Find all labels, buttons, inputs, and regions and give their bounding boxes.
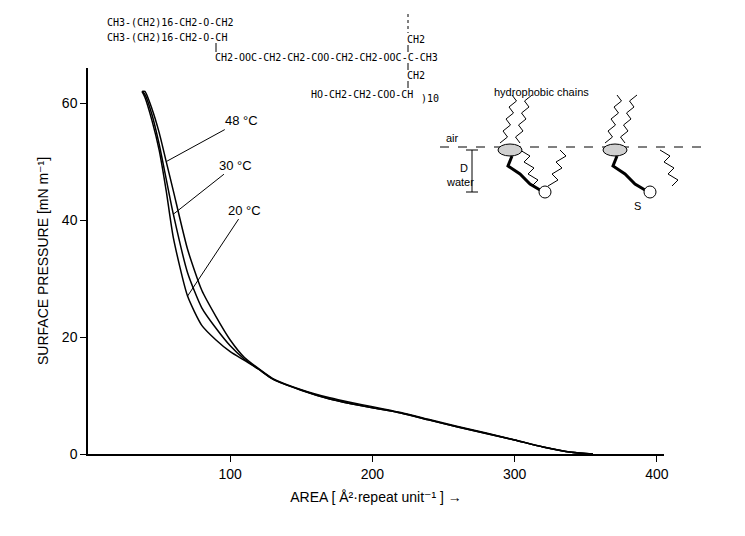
svg-text:48 °C: 48 °C	[225, 113, 258, 128]
svg-text:0: 0	[70, 446, 78, 462]
svg-text:SURFACE PRESSURE [mN m⁻¹]: SURFACE PRESSURE [mN m⁻¹]	[35, 157, 51, 365]
svg-text:60: 60	[62, 95, 78, 111]
svg-text:S: S	[634, 200, 641, 212]
svg-text:hydrophobic chains: hydrophobic chains	[494, 86, 589, 98]
svg-text:20: 20	[62, 329, 78, 345]
svg-text:40: 40	[62, 212, 78, 228]
svg-text:HO-CH2-CH2-COO-CH: HO-CH2-CH2-COO-CH	[311, 89, 413, 100]
svg-text:400: 400	[645, 466, 669, 482]
svg-text:30 °C: 30 °C	[219, 158, 252, 173]
svg-text:200: 200	[361, 466, 385, 482]
svg-text:AREA [ Å²·repeat unit⁻¹ ] →: AREA [ Å²·repeat unit⁻¹ ] →	[290, 489, 462, 505]
svg-text:CH3-(CH2)16-CH2-O-CH: CH3-(CH2)16-CH2-O-CH	[107, 32, 227, 43]
svg-text:300: 300	[503, 466, 527, 482]
svg-text:20 °C: 20 °C	[228, 203, 261, 218]
svg-text:CH2: CH2	[407, 70, 425, 81]
svg-text:air: air	[446, 132, 459, 144]
svg-text:CH2: CH2	[407, 34, 425, 45]
svg-text:100: 100	[219, 466, 243, 482]
svg-text:water: water	[446, 176, 474, 188]
svg-text:D: D	[460, 162, 468, 174]
svg-text:CH2-OOC-CH2-CH2-COO-CH2-CH2-OO: CH2-OOC-CH2-CH2-COO-CH2-CH2-OOC-C-CH3	[215, 52, 438, 63]
svg-text:)10: )10	[421, 93, 439, 104]
svg-text:CH3-(CH2)16-CH2-O-CH2: CH3-(CH2)16-CH2-O-CH2	[107, 17, 233, 28]
